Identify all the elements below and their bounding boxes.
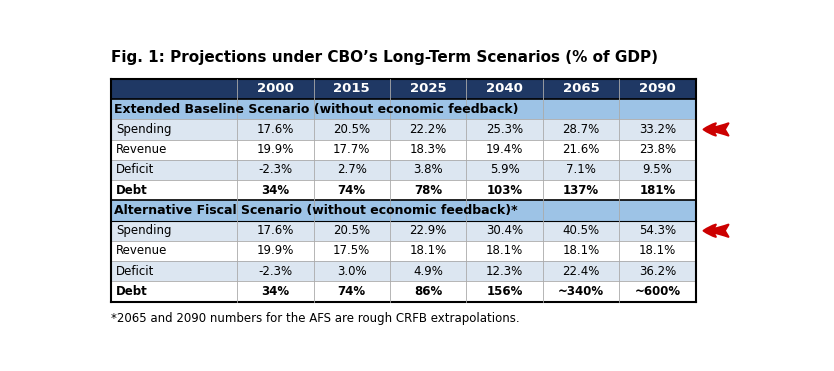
Text: 28.7%: 28.7% bbox=[562, 123, 600, 136]
Bar bbox=[111, 99, 696, 119]
Text: 74%: 74% bbox=[338, 184, 366, 197]
Bar bbox=[111, 281, 696, 302]
Text: 36.2%: 36.2% bbox=[639, 265, 676, 278]
Text: 34%: 34% bbox=[261, 184, 289, 197]
Text: 22.2%: 22.2% bbox=[409, 123, 447, 136]
Text: Deficit: Deficit bbox=[116, 265, 154, 278]
Bar bbox=[111, 139, 696, 160]
Text: 19.9%: 19.9% bbox=[257, 244, 294, 257]
Text: Extended Baseline Scenario (without economic feedback): Extended Baseline Scenario (without econ… bbox=[114, 103, 519, 116]
Text: 103%: 103% bbox=[486, 184, 523, 197]
Text: 33.2%: 33.2% bbox=[639, 123, 676, 136]
Text: 17.7%: 17.7% bbox=[333, 143, 370, 156]
Text: 21.6%: 21.6% bbox=[562, 143, 600, 156]
Bar bbox=[111, 221, 696, 241]
Text: 2.7%: 2.7% bbox=[337, 164, 367, 177]
Text: 2040: 2040 bbox=[486, 82, 523, 95]
Text: 5.9%: 5.9% bbox=[490, 164, 520, 177]
Text: Debt: Debt bbox=[116, 285, 148, 298]
Text: 2000: 2000 bbox=[257, 82, 294, 95]
Text: Spending: Spending bbox=[116, 123, 171, 136]
Text: 3.8%: 3.8% bbox=[414, 164, 443, 177]
Text: 22.9%: 22.9% bbox=[409, 224, 447, 237]
Text: ~600%: ~600% bbox=[635, 285, 681, 298]
Bar bbox=[111, 180, 696, 200]
Text: -2.3%: -2.3% bbox=[259, 164, 293, 177]
Text: 156%: 156% bbox=[486, 285, 523, 298]
Text: *2065 and 2090 numbers for the AFS are rough CRFB extrapolations.: *2065 and 2090 numbers for the AFS are r… bbox=[111, 312, 520, 325]
Text: 19.9%: 19.9% bbox=[257, 143, 294, 156]
Text: Fig. 1: Projections under CBO’s Long-Term Scenarios (% of GDP): Fig. 1: Projections under CBO’s Long-Ter… bbox=[111, 50, 658, 65]
Text: 2025: 2025 bbox=[409, 82, 446, 95]
Text: 22.4%: 22.4% bbox=[562, 265, 600, 278]
Text: 30.4%: 30.4% bbox=[486, 224, 523, 237]
Bar bbox=[111, 200, 696, 221]
Text: 18.3%: 18.3% bbox=[409, 143, 447, 156]
Text: 18.1%: 18.1% bbox=[409, 244, 447, 257]
Bar bbox=[111, 241, 696, 261]
Text: Alternative Fiscal Scenario (without economic feedback)*: Alternative Fiscal Scenario (without eco… bbox=[114, 204, 518, 217]
Text: 23.8%: 23.8% bbox=[639, 143, 676, 156]
Text: Revenue: Revenue bbox=[116, 143, 168, 156]
Text: 34%: 34% bbox=[261, 285, 289, 298]
Text: -2.3%: -2.3% bbox=[259, 265, 293, 278]
Text: 7.1%: 7.1% bbox=[566, 164, 596, 177]
Text: 74%: 74% bbox=[338, 285, 366, 298]
Text: 4.9%: 4.9% bbox=[413, 265, 443, 278]
Text: Debt: Debt bbox=[116, 184, 148, 197]
Text: Deficit: Deficit bbox=[116, 164, 154, 177]
Text: 78%: 78% bbox=[414, 184, 442, 197]
Text: 25.3%: 25.3% bbox=[486, 123, 523, 136]
Bar bbox=[111, 79, 696, 99]
Text: 19.4%: 19.4% bbox=[486, 143, 523, 156]
Text: 2090: 2090 bbox=[639, 82, 676, 95]
Text: 86%: 86% bbox=[414, 285, 442, 298]
Text: 40.5%: 40.5% bbox=[562, 224, 600, 237]
Text: 2015: 2015 bbox=[334, 82, 370, 95]
Text: ~340%: ~340% bbox=[558, 285, 604, 298]
Text: 20.5%: 20.5% bbox=[334, 224, 370, 237]
Text: 20.5%: 20.5% bbox=[334, 123, 370, 136]
Bar bbox=[111, 261, 696, 281]
Text: 9.5%: 9.5% bbox=[642, 164, 672, 177]
Bar bbox=[111, 119, 696, 139]
Text: 181%: 181% bbox=[640, 184, 676, 197]
Text: 18.1%: 18.1% bbox=[639, 244, 676, 257]
Text: 2065: 2065 bbox=[563, 82, 600, 95]
Text: 3.0%: 3.0% bbox=[337, 265, 367, 278]
Text: 17.6%: 17.6% bbox=[257, 224, 294, 237]
Text: Spending: Spending bbox=[116, 224, 171, 237]
Text: 137%: 137% bbox=[563, 184, 599, 197]
Text: 12.3%: 12.3% bbox=[486, 265, 523, 278]
Text: 18.1%: 18.1% bbox=[562, 244, 600, 257]
Text: 17.6%: 17.6% bbox=[257, 123, 294, 136]
Bar bbox=[111, 160, 696, 180]
Text: 17.5%: 17.5% bbox=[333, 244, 370, 257]
Text: 54.3%: 54.3% bbox=[639, 224, 676, 237]
Text: 18.1%: 18.1% bbox=[486, 244, 523, 257]
Text: Revenue: Revenue bbox=[116, 244, 168, 257]
